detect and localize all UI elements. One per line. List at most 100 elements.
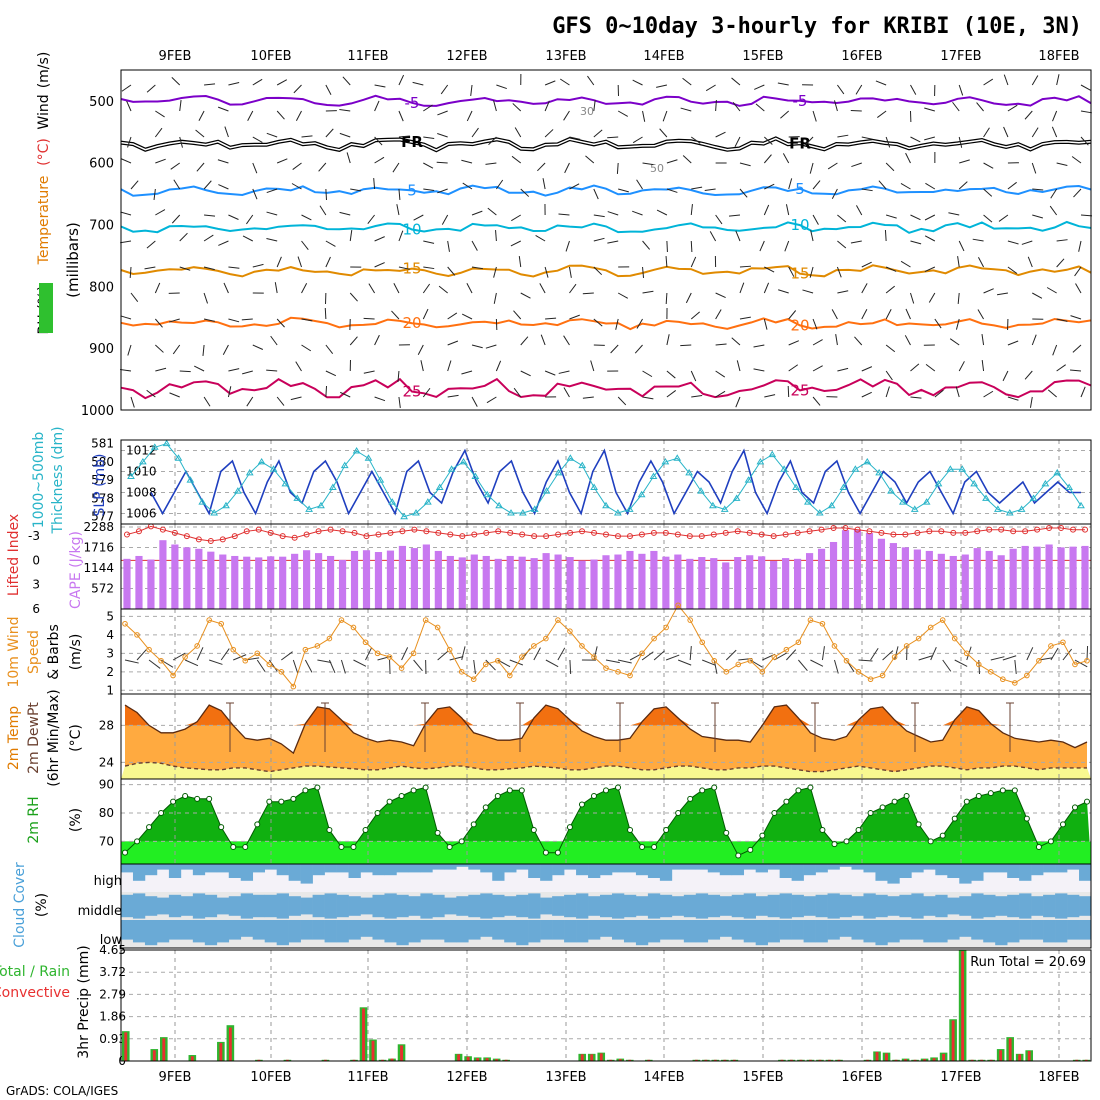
slp-tick-2: 1010 [126,465,157,479]
wind-barb [325,370,337,377]
wind-speed-marker [1024,672,1030,679]
wind-barb [1052,110,1058,122]
cloud-middle-bar [336,894,349,918]
wind-barb [398,74,405,86]
cloud-low-bar [755,920,768,946]
li-marker [471,531,478,538]
thickness-marker [566,454,575,461]
cloud-low-bar [444,920,457,943]
li-marker [555,531,562,538]
cloud-high-bar [707,864,721,873]
rh-marker [651,844,658,850]
cloud-high-bar [671,864,685,870]
wind-speed-marker [146,646,152,653]
wind-barb [169,392,180,398]
wind-speed-marker [158,657,164,664]
precip-convective-bar [124,1032,128,1061]
cloud-middle-bar [121,894,134,918]
surface-wind-barb [918,655,933,661]
li-marker [159,526,166,533]
cloud-middle-bar [564,894,577,918]
thickness-marker [661,457,670,465]
surface-wind-barb [124,659,139,664]
cloud-low-bar [947,920,960,940]
cloud-middle-bar [504,896,517,916]
cloud-low-bar [300,920,313,940]
surface-wind-barb [233,654,247,661]
cloud-high-bar [1007,864,1020,878]
wind-speed-marker [458,669,465,675]
cloud-middle-bar [1031,896,1044,916]
cloud-middle-bar [623,894,637,918]
wind-barb [904,335,911,346]
thickness-marker [495,501,504,509]
rh-marker [939,832,946,839]
wind-barb [900,260,911,268]
cloud-low-bar [719,920,733,937]
rh-marker [819,827,826,833]
thickness-marker [839,483,848,490]
cape-bar [614,554,622,609]
wind-barb [885,162,895,172]
wind-barb [487,207,497,216]
rh-low-band [121,841,1091,864]
cloud-middle-bar [576,893,589,919]
thickness-marker [542,487,551,494]
rh-axis-swatch [39,283,53,333]
wind-barb [861,261,872,268]
wind-barb [485,344,497,349]
thickness-marker [1017,505,1026,512]
rh-marker [1059,821,1066,828]
wind-speed-marker [915,635,922,642]
li-marker [567,529,574,536]
top-date-label-5: 14FEB [643,49,684,64]
cloud-low-bar [144,920,158,946]
surface-wind-barb [437,650,449,661]
precip-convective-bar [790,1059,793,1061]
precip-convective-bar [476,1058,480,1061]
cloud-high-bar [396,864,409,873]
wind-barb [218,240,229,246]
wind-barb [461,159,473,164]
wind-speed-marker [687,617,693,623]
wind-barb [983,78,994,86]
wind-barb [218,184,229,190]
wind-barb [958,240,965,252]
wind-barb [266,132,278,138]
bottom-date-label-6: 15FEB [742,1070,783,1085]
wind-barb [837,290,849,294]
surface-wind-barb [281,651,293,661]
cloud-low-bar [815,920,828,943]
wind-barb [861,136,873,140]
wind-barb [217,159,229,164]
cloud-high-bar [432,864,445,870]
cloud-high-bar [372,864,385,876]
cloud-low-bar [1019,920,1032,940]
wind-barb [739,188,748,198]
wind-barb [763,204,770,216]
wind-barb [447,394,459,398]
wind-speed-marker [939,617,946,623]
cloud-low-bar [911,920,924,940]
wind-speed-marker [903,643,910,649]
cloud-middle-bar [983,894,996,918]
wind-barb [642,290,654,294]
cloud-low-bar [1007,920,1020,943]
cloud-low-bar [576,920,589,943]
li-marker [854,526,861,533]
li-marker [818,526,825,533]
cloud-middle-bar [300,897,313,915]
pressure-tick-1: 600 [89,157,114,172]
cloud-low-bar [516,920,529,946]
wind-barb [958,361,965,372]
wind-barb [778,289,789,294]
rh-marker [627,827,634,833]
rh-marker [350,844,357,850]
wind-barb [155,367,167,372]
cloud-low-bar [156,920,170,943]
wind-speed-marker [122,620,128,627]
wind-barb [1046,287,1057,294]
wind-barb [690,204,693,216]
wind-barb [130,180,139,190]
